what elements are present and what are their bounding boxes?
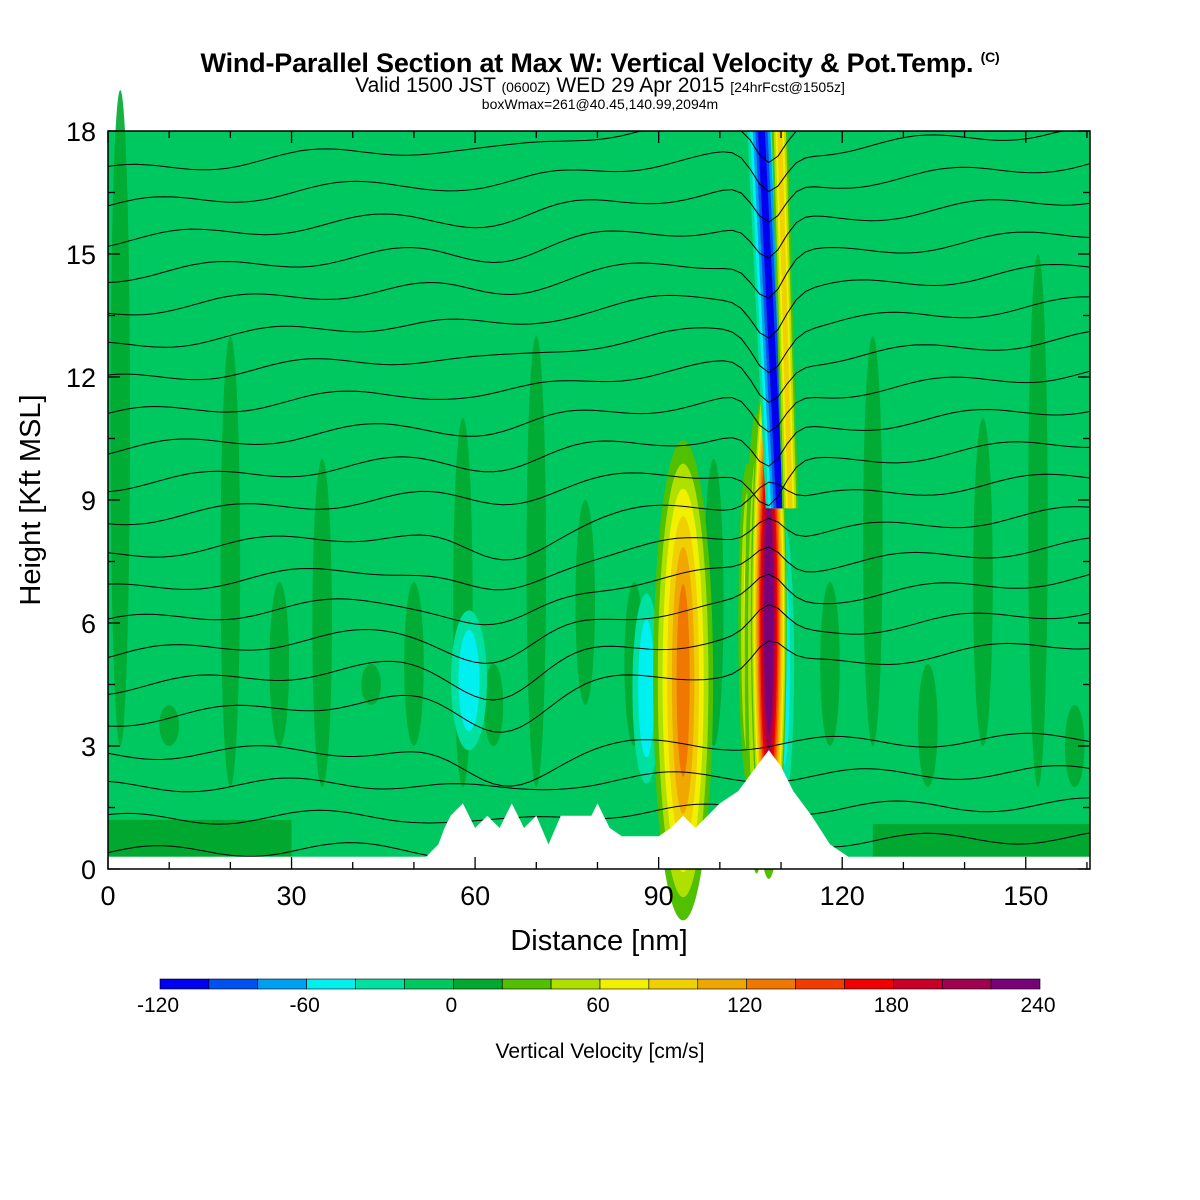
colorbar-swatch xyxy=(599,978,650,990)
theta-isentrope xyxy=(107,331,1091,414)
colorbar-tick-label: 60 xyxy=(586,994,609,1017)
x-tick-label: 120 xyxy=(820,881,865,911)
colorbar-swatch xyxy=(990,978,1041,990)
colorbar-swatch xyxy=(697,978,747,990)
theta-isentrope xyxy=(107,604,1091,701)
theta-isentrope xyxy=(107,537,1091,626)
max-updraft-cell xyxy=(766,551,771,686)
y-tick-label: 18 xyxy=(66,117,96,147)
x-tick-label: 90 xyxy=(644,881,674,911)
theta-isentrope xyxy=(107,765,1091,793)
terrain-profile xyxy=(108,750,1090,869)
weak-updraft-band xyxy=(526,336,547,787)
x-tick-label: 0 xyxy=(100,881,115,911)
weak-updraft-band xyxy=(108,819,292,857)
x-tick-label: 150 xyxy=(1003,881,1048,911)
chart-title-text: Wind-Parallel Section at Max W: Vertical… xyxy=(200,48,974,78)
weak-updraft-band xyxy=(361,664,381,705)
valid-time-b: WED 29 Apr 2015 xyxy=(556,74,725,97)
weak-updraft-band xyxy=(110,90,131,746)
weak-updraft-band xyxy=(483,664,504,746)
copyright-mark: (C) xyxy=(980,49,1000,65)
weak-updraft-band xyxy=(220,336,241,787)
theta-isentrope xyxy=(107,231,1091,316)
theta-isentrope xyxy=(107,473,1091,561)
colorbar-swatch xyxy=(404,978,454,990)
downdraft-cell xyxy=(458,629,480,732)
colorbar-swatch xyxy=(257,978,307,990)
weak-updraft-band xyxy=(918,664,938,787)
colorbar-tick-label: 0 xyxy=(445,994,457,1017)
y-tick-label: 15 xyxy=(66,240,96,270)
tilted-downdraft xyxy=(758,131,784,509)
weak-updraft-band xyxy=(1028,254,1048,787)
colorbar-swatch xyxy=(159,978,210,990)
title-block: Wind-Parallel Section at Max W: Vertical… xyxy=(0,42,1200,112)
theta-isentrope xyxy=(107,573,1091,664)
weak-updraft-band xyxy=(269,582,290,746)
x-tick-label: 60 xyxy=(460,881,490,911)
chart-subtitle: Valid 1500 JST (0600Z) WED 29 Apr 2015 [… xyxy=(0,74,1200,97)
colorbar-swatch xyxy=(746,978,796,990)
y-tick-label: 6 xyxy=(81,609,96,639)
colorbar-tick-label: 120 xyxy=(727,994,762,1017)
y-tick-label: 0 xyxy=(81,855,96,885)
weak-updraft-band xyxy=(863,336,883,746)
weak-updraft-band xyxy=(312,459,332,787)
colorbar-tick-label: 180 xyxy=(874,994,909,1017)
forecast-tag: [24hrFcst@1505z] xyxy=(730,79,845,95)
y-tick-label: 3 xyxy=(81,732,96,762)
colorbar-swatch xyxy=(306,978,356,990)
plot-axes: 0 30 60 90 120 150 0 3 6 9 12 15 18 Distance [nm] Heig… xyxy=(15,117,1091,957)
colorbar: -120 -60 0 60 120 180 240 Vertical Velocity [cm… xyxy=(137,978,1056,1063)
weak-updraft-band xyxy=(820,582,840,746)
colorbar-swatch xyxy=(355,978,405,990)
colorbar-swatch xyxy=(893,978,943,990)
theta-isentrope xyxy=(107,199,1091,283)
theta-isentrope xyxy=(107,441,1091,526)
weak-updraft-band xyxy=(159,705,179,746)
theta-isentrope xyxy=(107,732,1091,787)
downdraft-cell xyxy=(638,619,655,758)
updraft-cell xyxy=(676,583,690,777)
colorbar-swatch xyxy=(941,978,992,990)
colorbar-tick-label: -60 xyxy=(289,994,319,1017)
y-tick-label: 12 xyxy=(66,363,96,393)
theta-isentrope xyxy=(107,263,1091,348)
weak-updraft-band xyxy=(575,500,596,705)
y-axis-title: Height [Kft MSL] xyxy=(15,394,47,605)
theta-isentrope xyxy=(107,640,1091,733)
theta-isentrope xyxy=(107,296,1090,381)
theta-contours xyxy=(107,130,1091,858)
theta-isentrope xyxy=(107,163,1091,247)
theta-isentrope xyxy=(107,408,1091,493)
colorbar-title: Vertical Velocity [cm/s] xyxy=(496,1040,705,1063)
colorbar-tick-label: 240 xyxy=(1020,994,1055,1017)
terrain-layer xyxy=(108,750,1090,869)
y-tick-label: 9 xyxy=(81,486,96,516)
valid-time-a: Valid 1500 JST xyxy=(355,74,496,97)
field-background xyxy=(108,131,1090,869)
chart-title: Wind-Parallel Section at Max W: Vertical… xyxy=(0,42,1200,78)
colorbar-tick-label: -120 xyxy=(137,994,179,1017)
x-tick-label: 30 xyxy=(277,881,307,911)
theta-isentrope xyxy=(107,130,1090,207)
colorbar-swatch xyxy=(550,978,601,990)
colorbar-swatch xyxy=(795,978,845,990)
colorbar-swatch xyxy=(648,978,699,990)
velocity-field xyxy=(108,90,1090,921)
colorbar-swatch xyxy=(844,978,894,990)
weak-updraft-band xyxy=(404,582,424,746)
tilted-updraft xyxy=(777,131,793,509)
colorbar-swatch xyxy=(501,978,552,990)
x-axis-title: Distance [nm] xyxy=(510,925,687,957)
theta-isentrope xyxy=(107,370,1091,455)
valid-time-z: (0600Z) xyxy=(501,79,551,95)
weak-updraft-band xyxy=(973,418,993,746)
theta-isentrope xyxy=(107,506,1091,591)
colorbar-swatch xyxy=(208,978,259,990)
colorbar-swatch xyxy=(453,978,503,990)
box-wmax-line: boxWmax=261@40.45,140.99,2094m xyxy=(481,96,719,112)
